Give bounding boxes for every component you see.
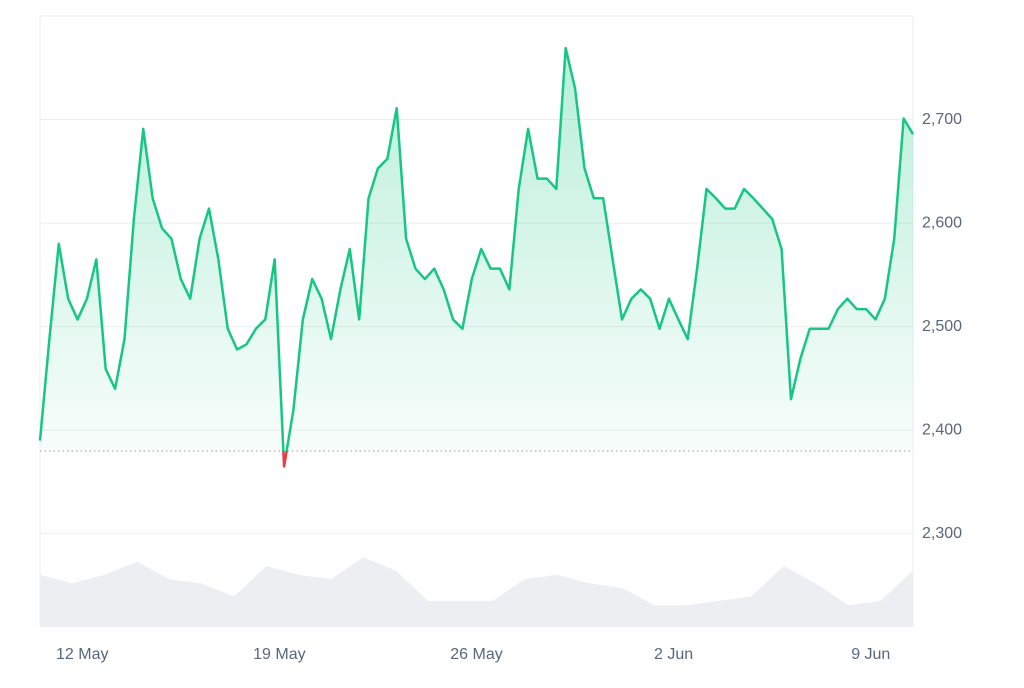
volume-area [40,557,913,627]
y-tick-label: 2,500 [922,318,962,335]
x-tick-label: 9 Jun [851,646,890,663]
price-area [40,48,913,451]
x-tick-label: 26 May [450,646,502,663]
y-tick-label: 2,700 [922,111,962,128]
x-tick-label: 12 May [56,646,108,663]
y-tick-label: 2,600 [922,214,962,231]
y-tick-label: 2,300 [922,525,962,542]
x-tick-label: 19 May [253,646,305,663]
price-line [38,46,915,451]
y-tick-label: 2,400 [922,421,962,438]
x-tick-label: 2 Jun [654,646,693,663]
